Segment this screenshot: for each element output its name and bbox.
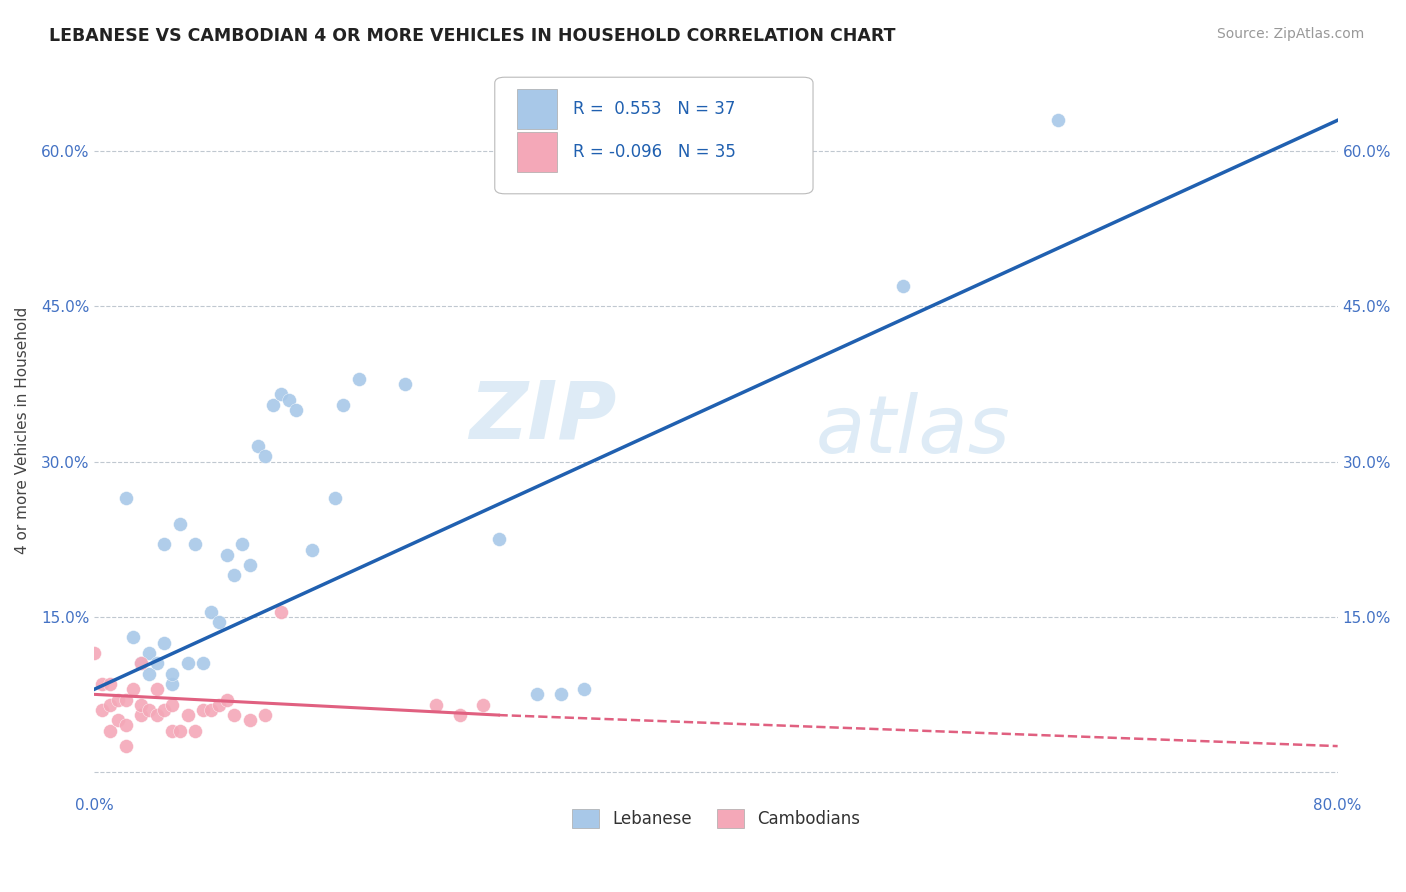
Point xyxy=(239,558,262,572)
Point xyxy=(114,491,136,505)
Point xyxy=(83,646,105,660)
Point xyxy=(184,723,207,738)
Point xyxy=(129,657,152,671)
Point xyxy=(169,723,191,738)
Point xyxy=(184,537,207,551)
Point xyxy=(193,657,215,671)
Point xyxy=(425,698,447,712)
Point xyxy=(254,450,277,464)
Point xyxy=(254,708,277,723)
Point xyxy=(160,723,183,738)
Point xyxy=(231,537,253,551)
FancyBboxPatch shape xyxy=(495,78,813,194)
Point xyxy=(160,677,183,691)
Point xyxy=(177,657,200,671)
Point xyxy=(891,278,914,293)
Bar xyxy=(517,132,557,172)
Point xyxy=(325,491,347,505)
Point xyxy=(285,403,308,417)
Point xyxy=(91,703,114,717)
Point xyxy=(572,682,595,697)
Text: R =  0.553   N = 37: R = 0.553 N = 37 xyxy=(574,100,735,118)
Point xyxy=(270,387,292,401)
Text: Source: ZipAtlas.com: Source: ZipAtlas.com xyxy=(1216,27,1364,41)
Point xyxy=(208,698,231,712)
Point xyxy=(122,631,145,645)
Point xyxy=(107,692,129,706)
Point xyxy=(107,713,129,727)
Point xyxy=(215,548,238,562)
Point xyxy=(122,682,145,697)
Point xyxy=(153,537,176,551)
Point xyxy=(394,377,416,392)
Point xyxy=(138,703,160,717)
Point xyxy=(449,708,471,723)
Text: ZIP: ZIP xyxy=(470,377,617,455)
Point xyxy=(153,703,176,717)
Point xyxy=(526,687,548,701)
Point xyxy=(91,677,114,691)
Point xyxy=(224,708,246,723)
Point xyxy=(145,708,167,723)
Point xyxy=(160,698,183,712)
Y-axis label: 4 or more Vehicles in Household: 4 or more Vehicles in Household xyxy=(15,307,30,554)
Point xyxy=(160,666,183,681)
Point xyxy=(239,713,262,727)
Bar xyxy=(517,89,557,128)
Point xyxy=(200,703,222,717)
Point xyxy=(114,718,136,732)
Point xyxy=(208,615,231,629)
Point xyxy=(138,646,160,660)
Point xyxy=(472,698,495,712)
Point xyxy=(138,666,160,681)
Point xyxy=(129,698,152,712)
Legend: Lebanese, Cambodians: Lebanese, Cambodians xyxy=(565,803,866,835)
Point xyxy=(270,605,292,619)
Point xyxy=(153,635,176,649)
Point xyxy=(488,532,510,546)
Point xyxy=(145,657,167,671)
Point xyxy=(347,372,370,386)
Point xyxy=(301,542,323,557)
Point xyxy=(129,708,152,723)
Point xyxy=(114,739,136,753)
Point xyxy=(169,516,191,531)
Point xyxy=(98,698,121,712)
Point xyxy=(114,692,136,706)
Point xyxy=(277,392,299,407)
Text: R = -0.096   N = 35: R = -0.096 N = 35 xyxy=(574,143,735,161)
Point xyxy=(224,568,246,582)
Point xyxy=(98,677,121,691)
Point xyxy=(262,398,284,412)
Point xyxy=(98,723,121,738)
Point xyxy=(200,605,222,619)
Text: LEBANESE VS CAMBODIAN 4 OR MORE VEHICLES IN HOUSEHOLD CORRELATION CHART: LEBANESE VS CAMBODIAN 4 OR MORE VEHICLES… xyxy=(49,27,896,45)
Point xyxy=(1046,113,1069,128)
Point xyxy=(246,439,269,453)
Point xyxy=(215,692,238,706)
Point xyxy=(145,682,167,697)
Point xyxy=(332,398,354,412)
Point xyxy=(129,657,152,671)
Point xyxy=(193,703,215,717)
Point xyxy=(550,687,572,701)
Point xyxy=(177,708,200,723)
Text: atlas: atlas xyxy=(815,392,1011,469)
